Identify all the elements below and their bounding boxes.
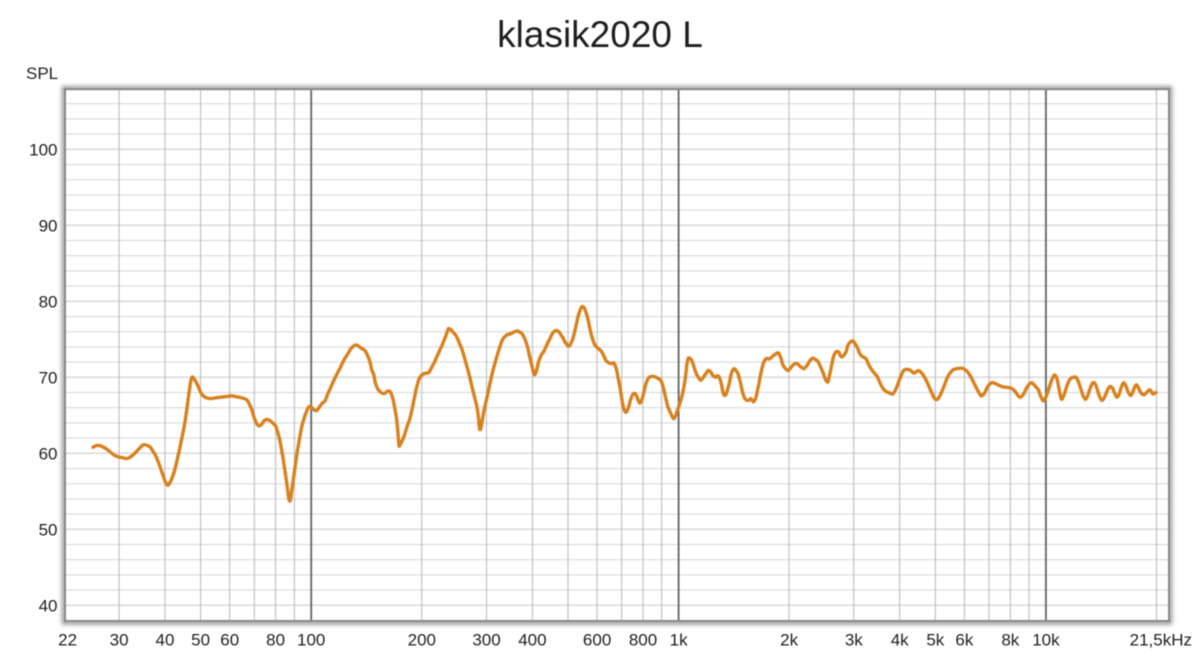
svg-text:40: 40 — [39, 596, 58, 615]
svg-text:40: 40 — [156, 631, 175, 650]
svg-text:50: 50 — [39, 520, 58, 539]
svg-text:22: 22 — [58, 631, 77, 650]
svg-text:21,5kHz: 21,5kHz — [1130, 631, 1192, 650]
svg-text:90: 90 — [39, 216, 58, 235]
svg-text:200: 200 — [408, 631, 436, 650]
svg-text:5k: 5k — [926, 631, 944, 650]
svg-text:2k: 2k — [780, 631, 798, 650]
svg-text:400: 400 — [518, 631, 546, 650]
svg-text:800: 800 — [629, 631, 657, 650]
svg-text:80: 80 — [266, 631, 285, 650]
svg-text:70: 70 — [39, 368, 58, 387]
svg-text:30: 30 — [110, 631, 129, 650]
svg-text:300: 300 — [472, 631, 500, 650]
svg-text:80: 80 — [39, 292, 58, 311]
svg-text:10k: 10k — [1032, 631, 1060, 650]
svg-text:60: 60 — [39, 444, 58, 463]
svg-text:1k: 1k — [670, 631, 688, 650]
svg-text:60: 60 — [220, 631, 239, 650]
svg-text:8k: 8k — [1001, 631, 1019, 650]
svg-text:100: 100 — [297, 631, 325, 650]
svg-text:SPL: SPL — [26, 64, 58, 83]
svg-text:4k: 4k — [891, 631, 909, 650]
svg-text:100: 100 — [29, 140, 57, 159]
svg-text:6k: 6k — [955, 631, 973, 650]
svg-text:klasik2020 L: klasik2020 L — [497, 14, 703, 55]
svg-text:50: 50 — [191, 631, 210, 650]
svg-text:3k: 3k — [845, 631, 863, 650]
svg-text:600: 600 — [583, 631, 611, 650]
